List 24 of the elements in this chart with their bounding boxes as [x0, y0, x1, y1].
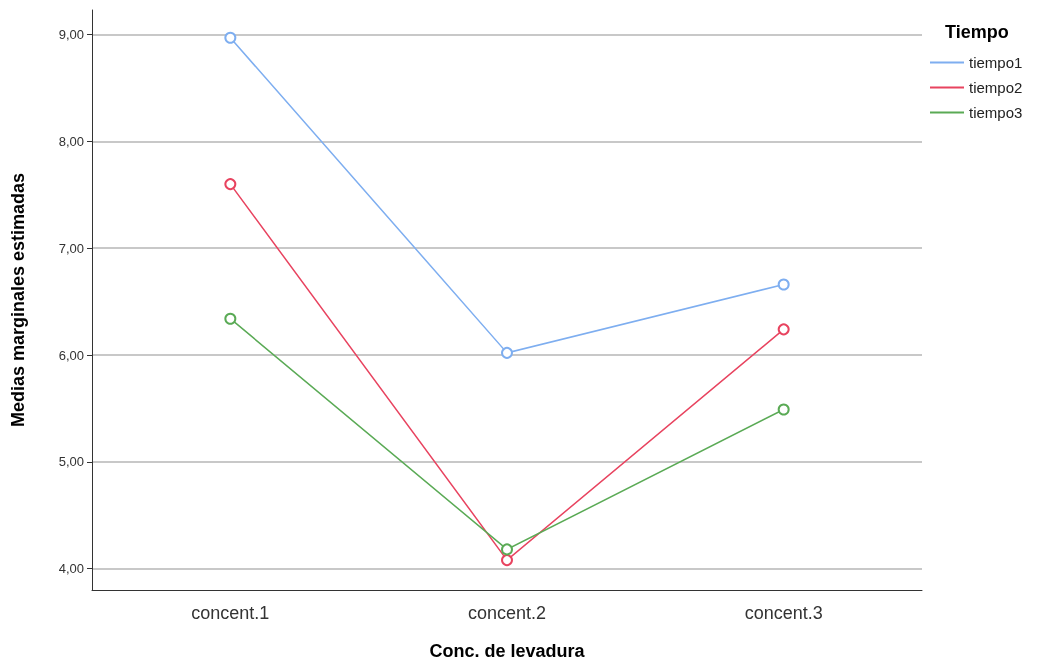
point [777, 403, 790, 416]
y-tick-label: 7,00 [58, 240, 84, 256]
point [777, 278, 790, 291]
x-axis-title: Conc. de levadura [429, 641, 586, 661]
y-tick-label: 6,00 [58, 347, 84, 363]
legend-label: tiempo3 [969, 104, 1023, 121]
legend-label: tiempo1 [969, 54, 1023, 71]
point [777, 323, 790, 336]
point [501, 543, 513, 556]
point [501, 346, 513, 359]
legend-title: Tiempo [945, 22, 1009, 42]
x-tick-label: concent.3 [744, 603, 823, 623]
y-tick-label: 4,00 [58, 561, 84, 577]
y-tick-label: 8,00 [58, 133, 84, 149]
point [501, 554, 513, 567]
point [224, 178, 237, 191]
y-axis-title: Medias marginales estimadas [8, 172, 28, 428]
point [224, 31, 237, 44]
point [224, 312, 237, 325]
x-tick-label: concent.1 [191, 603, 270, 623]
x-tick-label: concent.2 [467, 603, 547, 623]
legend-label: tiempo2 [969, 79, 1023, 96]
y-tick-label: 9,00 [58, 27, 84, 43]
y-tick-label: 5,00 [58, 454, 84, 470]
